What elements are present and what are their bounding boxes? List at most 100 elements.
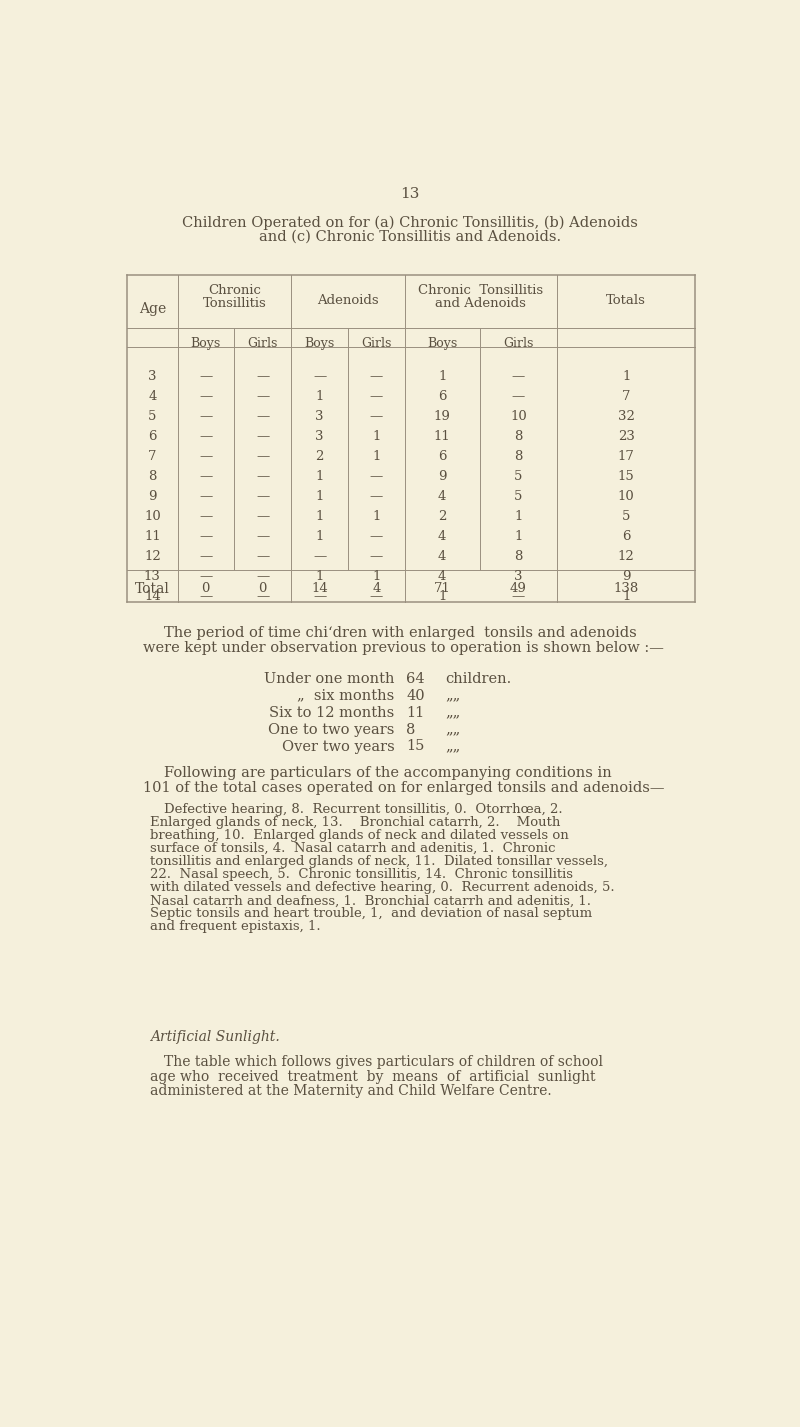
Text: 1: 1	[372, 571, 381, 584]
Text: 49: 49	[510, 582, 527, 595]
Text: „„: „„	[445, 689, 460, 702]
Text: and frequent epistaxis, 1.: and frequent epistaxis, 1.	[150, 920, 321, 933]
Text: 11: 11	[434, 430, 450, 442]
Text: surface of tonsils, 4.  Nasal catarrh and adenitis, 1.  Chronic: surface of tonsils, 4. Nasal catarrh and…	[150, 842, 556, 855]
Text: —: —	[256, 571, 270, 584]
Text: Nasal catarrh and deafness, 1.  Bronchial catarrh and adenitis, 1.: Nasal catarrh and deafness, 1. Bronchial…	[150, 895, 591, 908]
Text: —: —	[199, 370, 213, 382]
Text: —: —	[256, 390, 270, 402]
Text: 4: 4	[438, 549, 446, 564]
Text: Adenoids: Adenoids	[317, 294, 379, 307]
Text: 1: 1	[315, 509, 324, 524]
Text: 138: 138	[614, 582, 639, 595]
Text: „„: „„	[445, 722, 460, 736]
Text: 13: 13	[144, 571, 161, 584]
Text: 3: 3	[148, 370, 157, 382]
Text: —: —	[256, 489, 270, 504]
Text: Following are particulars of the accompanying conditions in: Following are particulars of the accompa…	[163, 766, 611, 779]
Text: Septic tonsils and heart trouble, 1,  and deviation of nasal septum: Septic tonsils and heart trouble, 1, and…	[150, 908, 593, 920]
Text: 12: 12	[618, 549, 634, 564]
Text: —: —	[256, 430, 270, 442]
Text: were kept under observation previous to operation is shown below :—: were kept under observation previous to …	[142, 641, 663, 655]
Text: —: —	[370, 591, 383, 604]
Text: —: —	[256, 509, 270, 524]
Text: —: —	[256, 370, 270, 382]
Text: 1: 1	[372, 509, 381, 524]
Text: —: —	[256, 410, 270, 422]
Text: Under one month: Under one month	[264, 672, 394, 686]
Text: 1: 1	[514, 529, 522, 544]
Text: —: —	[199, 549, 213, 564]
Text: 101 of the total cases operated on for enlarged tonsils and adenoids—: 101 of the total cases operated on for e…	[142, 781, 664, 795]
Text: —: —	[313, 549, 326, 564]
Text: Age: Age	[138, 303, 166, 317]
Text: Chronic: Chronic	[208, 284, 261, 297]
Text: —: —	[199, 469, 213, 482]
Text: 71: 71	[434, 582, 450, 595]
Text: „  six months: „ six months	[298, 689, 394, 702]
Text: 1: 1	[372, 430, 381, 442]
Text: administered at the Maternity and Child Welfare Centre.: administered at the Maternity and Child …	[150, 1085, 552, 1099]
Text: 1: 1	[372, 450, 381, 462]
Text: 1: 1	[622, 370, 630, 382]
Text: Over two years: Over two years	[282, 739, 394, 753]
Text: Boys: Boys	[305, 337, 335, 350]
Text: Totals: Totals	[606, 294, 646, 307]
Text: —: —	[370, 390, 383, 402]
Text: tonsillitis and enlarged glands of neck, 11.  Dilated tonsillar vessels,: tonsillitis and enlarged glands of neck,…	[150, 855, 608, 868]
Text: 8: 8	[514, 549, 522, 564]
Text: Children Operated on for (a) Chronic Tonsillitis, (b) Adenoids: Children Operated on for (a) Chronic Ton…	[182, 215, 638, 230]
Text: Boys: Boys	[427, 337, 458, 350]
Text: 40: 40	[406, 689, 425, 702]
Text: 1: 1	[514, 509, 522, 524]
Text: —: —	[256, 450, 270, 462]
Text: Tonsillitis: Tonsillitis	[202, 297, 266, 310]
Text: 5: 5	[514, 469, 522, 482]
Text: 17: 17	[618, 450, 634, 462]
Text: 1: 1	[622, 591, 630, 604]
Text: Defective hearing, 8.  Recurrent tonsillitis, 0.  Otorrhœa, 2.: Defective hearing, 8. Recurrent tonsilli…	[163, 802, 562, 816]
Text: Six to 12 months: Six to 12 months	[270, 705, 394, 719]
Text: Artificial Sunlight.: Artificial Sunlight.	[150, 1030, 280, 1043]
Text: 14: 14	[144, 591, 161, 604]
Text: 8: 8	[148, 469, 157, 482]
Text: 4: 4	[438, 489, 446, 504]
Text: 1: 1	[315, 390, 324, 402]
Text: —: —	[313, 370, 326, 382]
Text: —: —	[199, 571, 213, 584]
Text: 11: 11	[406, 705, 424, 719]
Text: 8: 8	[406, 722, 415, 736]
Text: Total: Total	[135, 582, 170, 595]
Text: 0: 0	[258, 582, 267, 595]
Text: The table which follows gives particulars of children of school: The table which follows gives particular…	[163, 1055, 602, 1069]
Text: 12: 12	[144, 549, 161, 564]
Text: 13: 13	[400, 187, 420, 201]
Text: —: —	[370, 469, 383, 482]
Text: 15: 15	[618, 469, 634, 482]
Text: The period of time chiʻdren with enlarged  tonsils and adenoids: The period of time chiʻdren with enlarge…	[163, 625, 636, 639]
Text: 8: 8	[514, 430, 522, 442]
Text: 1: 1	[438, 591, 446, 604]
Text: 22.  Nasal speech, 5.  Chronic tonsillitis, 14.  Chronic tonsillitis: 22. Nasal speech, 5. Chronic tonsillitis…	[150, 868, 574, 880]
Text: with dilated vessels and defective hearing, 0.  Recurrent adenoids, 5.: with dilated vessels and defective heari…	[150, 882, 615, 895]
Text: Boys: Boys	[190, 337, 221, 350]
Text: and (c) Chronic Tonsillitis and Adenoids.: and (c) Chronic Tonsillitis and Adenoids…	[259, 230, 561, 244]
Text: 1: 1	[438, 370, 446, 382]
Text: 64: 64	[406, 672, 425, 686]
Text: 6: 6	[622, 529, 630, 544]
Text: 9: 9	[438, 469, 446, 482]
Text: —: —	[256, 549, 270, 564]
Text: „„: „„	[445, 739, 460, 753]
Text: —: —	[370, 489, 383, 504]
Text: 5: 5	[622, 509, 630, 524]
Text: 32: 32	[618, 410, 634, 422]
Text: 5: 5	[148, 410, 157, 422]
Text: 3: 3	[514, 571, 522, 584]
Text: —: —	[256, 529, 270, 544]
Text: age who  received  treatment  by  means  of  artificial  sunlight: age who received treatment by means of a…	[150, 1070, 596, 1085]
Text: —: —	[199, 450, 213, 462]
Text: Chronic  Tonsillitis: Chronic Tonsillitis	[418, 284, 543, 297]
Text: 2: 2	[315, 450, 324, 462]
Text: —: —	[199, 410, 213, 422]
Text: 15: 15	[406, 739, 425, 753]
